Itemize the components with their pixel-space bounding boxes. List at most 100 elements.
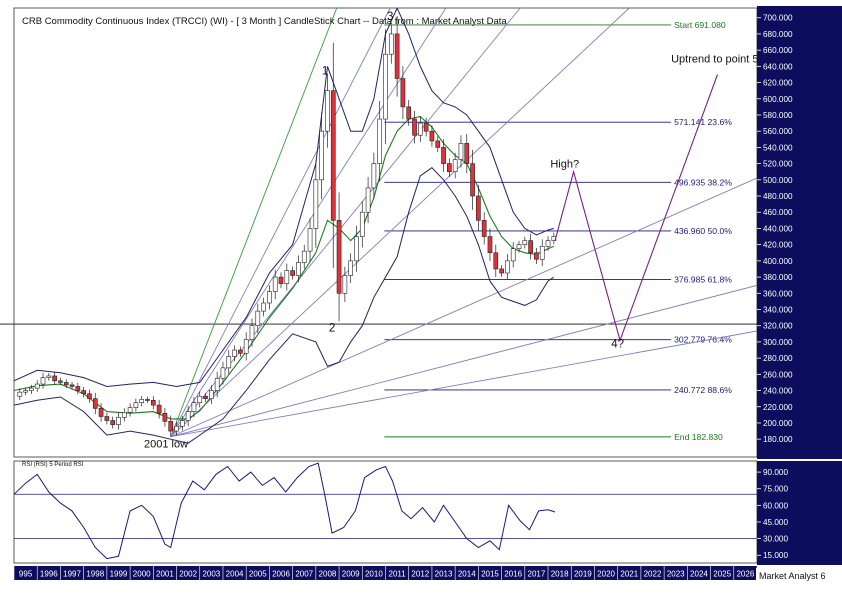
candle bbox=[243, 339, 249, 354]
candle bbox=[394, 33, 400, 79]
candle bbox=[58, 380, 63, 383]
fan-line-0 bbox=[170, 8, 338, 437]
y-tick-label-18: 340.000 bbox=[763, 305, 793, 314]
x-tick-label-23: 2018 bbox=[551, 570, 569, 579]
candle bbox=[412, 118, 417, 136]
x-tick-label-12: 2007 bbox=[295, 570, 313, 579]
candle bbox=[98, 408, 104, 417]
candle bbox=[307, 228, 313, 252]
candle bbox=[371, 163, 377, 189]
fib-label-4: 376.985 61.8% bbox=[674, 275, 732, 285]
projection-path bbox=[554, 74, 719, 343]
projection-layer bbox=[554, 74, 719, 343]
candle bbox=[29, 387, 34, 391]
x-tick-label-22: 2017 bbox=[528, 570, 546, 579]
candle bbox=[121, 412, 127, 418]
candle bbox=[354, 236, 359, 262]
x-tick-label-28: 2023 bbox=[667, 570, 685, 579]
y-tick-label-19: 320.000 bbox=[763, 322, 793, 331]
candle bbox=[476, 195, 481, 221]
annotation-6: 2001 low bbox=[144, 438, 188, 450]
candle bbox=[23, 390, 28, 393]
candle bbox=[87, 393, 92, 399]
annotation-0: 1 bbox=[322, 65, 328, 77]
candles-layer bbox=[17, 15, 557, 437]
annotation-2: 3 bbox=[387, 11, 393, 23]
candle bbox=[34, 383, 40, 389]
y-tick-label-10: 500.000 bbox=[763, 176, 793, 185]
x-tick-label-27: 2022 bbox=[644, 570, 662, 579]
fan-line-6 bbox=[170, 284, 757, 438]
candle bbox=[180, 420, 185, 427]
y-tick-label-23: 240.000 bbox=[763, 387, 793, 396]
y-axis-panel bbox=[757, 6, 842, 459]
candle bbox=[104, 416, 110, 421]
candle bbox=[447, 163, 452, 173]
candle bbox=[377, 118, 383, 164]
x-tick-label-6: 2001 bbox=[156, 570, 174, 579]
y-tick-label-7: 560.000 bbox=[763, 127, 793, 136]
y-tick-label-24: 220.000 bbox=[763, 403, 793, 412]
candle bbox=[423, 122, 429, 132]
bollinger-lower bbox=[14, 167, 555, 444]
y-tick-label-14: 420.000 bbox=[763, 241, 793, 250]
x-tick-label-4: 1999 bbox=[110, 570, 128, 579]
candle bbox=[388, 33, 394, 55]
candle bbox=[481, 220, 487, 237]
x-tick-label-17: 2012 bbox=[411, 570, 429, 579]
x-tick-label-8: 2003 bbox=[202, 570, 220, 579]
candle bbox=[284, 270, 290, 284]
candle bbox=[46, 375, 52, 378]
candle bbox=[139, 399, 145, 403]
candle bbox=[150, 399, 156, 406]
candle bbox=[232, 349, 237, 357]
candle bbox=[168, 421, 174, 432]
grid-layer: Start 691.080 571.141 23.6% 496.935 38.2% 4… bbox=[0, 20, 757, 442]
candle bbox=[214, 378, 220, 391]
y-tick-label-11: 480.000 bbox=[763, 192, 793, 201]
rsi-tick-label-5: 15.000 bbox=[763, 551, 788, 560]
candle bbox=[313, 179, 319, 229]
x-tick-label-7: 2002 bbox=[179, 570, 197, 579]
rsi-tick-label-3: 45.000 bbox=[763, 518, 788, 527]
candle bbox=[441, 147, 446, 164]
candle bbox=[510, 248, 516, 262]
candle bbox=[174, 425, 179, 432]
x-tick-label-11: 2006 bbox=[272, 570, 290, 579]
y-tick-label-4: 620.000 bbox=[763, 79, 793, 88]
annotation-1: 2 bbox=[329, 322, 335, 334]
y-tick-label-6: 580.000 bbox=[763, 111, 793, 120]
candle bbox=[330, 90, 336, 221]
candle bbox=[40, 377, 46, 385]
candle bbox=[534, 252, 539, 260]
y-tick-label-21: 280.000 bbox=[763, 354, 793, 363]
x-tick-label-0: 995 bbox=[19, 570, 33, 579]
y-tick-label-2: 660.000 bbox=[763, 46, 793, 55]
annotation-5: Uptrend to point 5 bbox=[671, 53, 758, 65]
candle bbox=[156, 404, 162, 414]
candle bbox=[133, 402, 139, 408]
y-tick-label-13: 440.000 bbox=[763, 224, 793, 233]
x-tick-label-5: 2000 bbox=[133, 570, 151, 579]
y-tick-label-22: 260.000 bbox=[763, 370, 793, 379]
x-tick-label-14: 2009 bbox=[342, 570, 360, 579]
candle bbox=[406, 106, 412, 120]
fib-label-5: 302.779 76.4% bbox=[674, 335, 732, 345]
candle bbox=[220, 367, 226, 379]
y-tick-label-0: 700.000 bbox=[763, 14, 793, 23]
watermark: Market Analyst 6 bbox=[759, 571, 826, 581]
x-tick-label-16: 2011 bbox=[389, 570, 407, 579]
candle bbox=[365, 187, 371, 213]
candle bbox=[255, 310, 261, 327]
fib-label-2: 496.935 38.2% bbox=[674, 177, 732, 187]
candle bbox=[400, 78, 406, 108]
fan-line-1 bbox=[170, 8, 391, 437]
fib-label-3: 436.960 50.0% bbox=[674, 226, 732, 236]
y-tick-label-3: 640.000 bbox=[763, 62, 793, 71]
candle bbox=[452, 159, 458, 173]
rsi-tick-label-1: 75.000 bbox=[763, 485, 788, 494]
y-tick-label-15: 400.000 bbox=[763, 257, 793, 266]
candle bbox=[499, 268, 504, 274]
candle bbox=[545, 240, 551, 247]
fib-label-0: Start 691.080 bbox=[674, 20, 726, 30]
